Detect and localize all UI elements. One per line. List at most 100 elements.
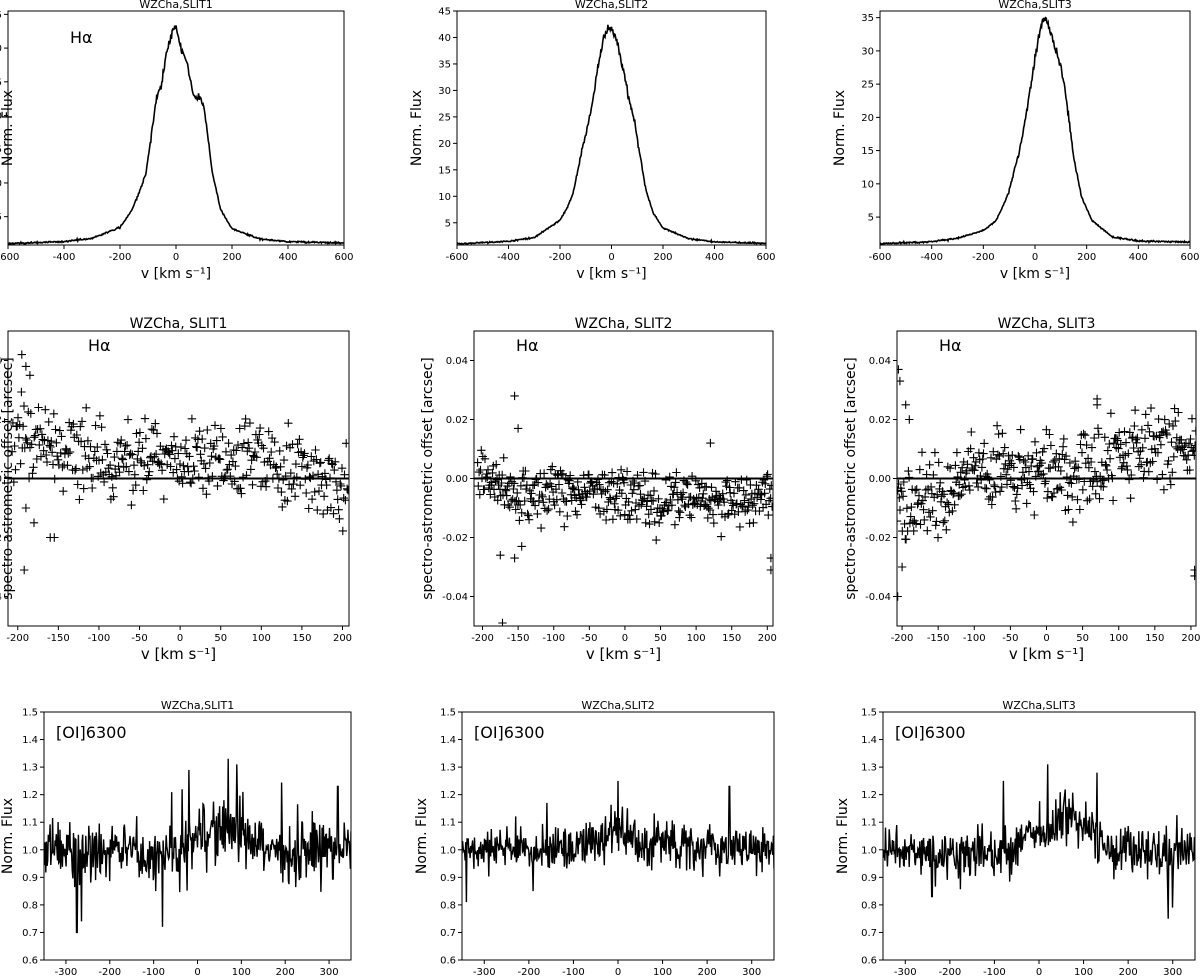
data-point: [177, 472, 186, 481]
x-tick-label: 300: [320, 967, 339, 977]
data-point: [763, 470, 772, 479]
data-point: [529, 497, 538, 506]
data-point: [718, 489, 727, 498]
data-point: [964, 481, 974, 490]
data-point: [510, 479, 519, 488]
data-point: [682, 479, 692, 488]
data-point: [325, 473, 335, 483]
data-point: [898, 492, 908, 501]
x-tick-label: 600: [334, 252, 353, 263]
data-point: [102, 445, 111, 454]
data-point: [223, 465, 232, 474]
panel-annotation: [OI]6300: [56, 723, 127, 742]
y-tick-label: 0.02: [446, 415, 468, 426]
data-point: [94, 456, 104, 465]
y-tick-label: 0.7: [861, 928, 877, 939]
data-point: [607, 468, 617, 477]
data-point: [986, 453, 996, 462]
data-point: [749, 518, 758, 527]
data-point: [1046, 441, 1056, 450]
data-point: [277, 487, 286, 497]
data-point: [286, 468, 295, 478]
data-point: [1088, 482, 1097, 491]
y-tick-label: 10: [0, 178, 2, 189]
data-point: [59, 487, 68, 496]
data-point: [325, 454, 334, 463]
data-point: [187, 414, 197, 423]
data-point: [538, 492, 547, 501]
data-point: [639, 468, 648, 477]
data-point: [1014, 451, 1023, 461]
data-point: [969, 453, 978, 462]
data-point: [904, 466, 913, 476]
data-point: [313, 470, 323, 479]
x-tick-label: 300: [742, 967, 761, 977]
data-point: [1177, 435, 1186, 445]
data-point: [1008, 451, 1017, 460]
data-point: [616, 465, 626, 474]
data-point: [57, 432, 66, 441]
data-point: [1078, 485, 1087, 494]
data-point: [1067, 479, 1076, 488]
data-point: [974, 448, 984, 457]
data-point: [88, 473, 98, 483]
data-point: [936, 497, 946, 506]
data-point: [271, 463, 280, 473]
chart-panel-1: WZCha,SLIT1 -600 -400 -200 0 200 400 600 5 10 15 20…: [0, 0, 354, 282]
data-point: [45, 441, 54, 450]
data-point: [517, 508, 526, 517]
data-point: [642, 502, 651, 511]
data-point: [897, 493, 904, 502]
data-point: [709, 518, 718, 528]
data-point: [977, 463, 987, 472]
data-point: [649, 486, 659, 496]
data-point: [1004, 451, 1013, 460]
data-point: [1187, 414, 1196, 423]
data-point: [561, 474, 570, 483]
x-tick-label: 200: [698, 967, 717, 977]
data-point: [721, 477, 730, 487]
data-point: [1090, 433, 1099, 443]
data-point: [138, 444, 147, 453]
y-axis-label: Norm. Flux: [832, 90, 848, 166]
data-point: [105, 461, 115, 470]
data-point: [480, 454, 490, 463]
data-point: [985, 475, 994, 484]
data-point: [594, 504, 603, 513]
data-point: [762, 472, 771, 481]
data-point: [1041, 477, 1050, 486]
data-point: [321, 475, 330, 484]
data-point: [322, 480, 331, 490]
data-point: [1084, 463, 1094, 472]
data-point: [584, 470, 594, 479]
chart-title: WZCha,SLIT1: [161, 699, 234, 712]
data-point: [127, 500, 136, 510]
y-tick-label: -0.04: [442, 592, 468, 603]
chart-panel-5: WZCha, SLIT2 -200 -150 -100 -50 0 50 100 150 200 -…: [420, 316, 777, 663]
data-point: [1000, 443, 1009, 452]
data-point: [899, 477, 908, 487]
data-point: [77, 417, 87, 426]
data-point: [174, 477, 184, 486]
y-tick-label: 0.04: [446, 356, 468, 367]
data-point: [897, 516, 902, 526]
x-tick-label: -150: [507, 633, 530, 644]
y-tick-label: 30: [0, 44, 2, 55]
data-point: [108, 483, 117, 492]
x-tick-label: 100: [653, 967, 672, 977]
data-point: [600, 470, 609, 480]
data-point: [1080, 431, 1090, 440]
x-axis-label: v [km s⁻¹]: [1000, 266, 1070, 282]
data-point: [714, 500, 723, 510]
data-point: [60, 449, 70, 459]
data-point: [1167, 438, 1176, 447]
data-point: [533, 478, 543, 487]
data-point: [296, 481, 305, 490]
data-point: [555, 507, 564, 516]
y-tick-label: 1.5: [440, 708, 456, 719]
data-point: [641, 518, 650, 527]
data-point: [488, 468, 497, 478]
data-point: [694, 493, 703, 502]
chart-title: WZCha,SLIT1: [139, 0, 212, 11]
data-point: [8, 447, 17, 456]
